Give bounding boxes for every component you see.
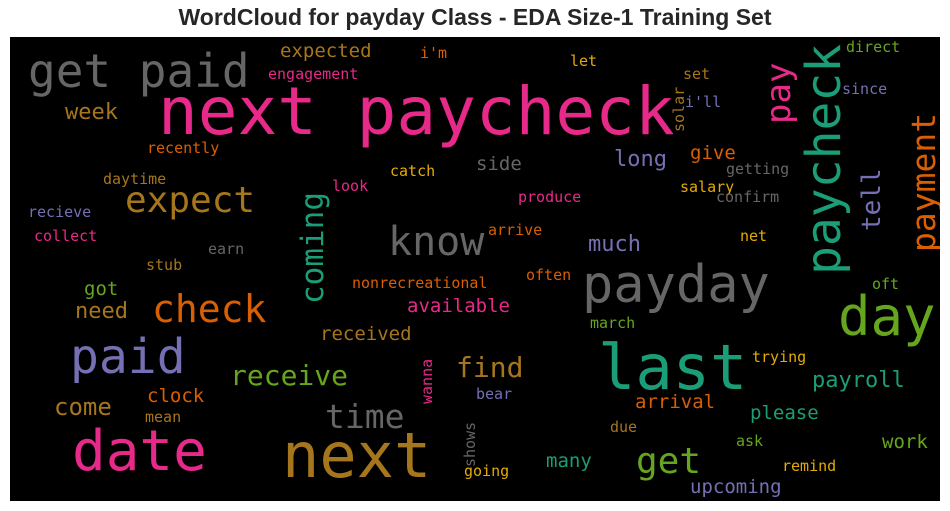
cloud-word: expected	[280, 40, 372, 62]
cloud-word: i'm	[420, 44, 447, 62]
cloud-word: solar	[670, 87, 688, 132]
cloud-word: daytime	[103, 170, 166, 188]
cloud-word: salary	[680, 178, 734, 196]
cloud-word: engagement	[268, 65, 358, 83]
cloud-word: recieve	[28, 203, 91, 221]
cloud-word: collect	[34, 227, 97, 245]
cloud-word: come	[54, 393, 112, 421]
cloud-word: payday	[582, 255, 770, 315]
cloud-word: pay	[759, 63, 799, 124]
cloud-word: check	[152, 287, 267, 331]
cloud-word: net	[740, 227, 767, 245]
cloud-word: much	[588, 232, 641, 257]
chart-title: WordCloud for payday Class - EDA Size-1 …	[178, 4, 772, 30]
cloud-word: long	[614, 147, 667, 172]
cloud-word: need	[75, 299, 128, 324]
cloud-word: payroll	[812, 368, 905, 393]
cloud-word: next paycheck	[158, 73, 675, 150]
cloud-word: please	[750, 402, 819, 424]
cloud-word: arrive	[488, 221, 542, 239]
cloud-word: ask	[736, 432, 763, 450]
cloud-word: know	[388, 219, 485, 265]
cloud-word: get paid	[28, 44, 250, 98]
cloud-word: received	[320, 323, 412, 345]
cloud-word: let	[570, 52, 597, 70]
cloud-word: shows	[461, 422, 479, 467]
cloud-word: date	[72, 419, 207, 484]
cloud-word: receive	[230, 359, 348, 392]
cloud-word: many	[546, 450, 592, 472]
cloud-word: recently	[147, 139, 219, 157]
cloud-word: march	[590, 314, 635, 332]
cloud-word: getting	[726, 160, 789, 178]
cloud-word: find	[456, 351, 523, 384]
cloud-word: stub	[146, 256, 182, 274]
cloud-word: time	[325, 397, 404, 436]
cloud-word: often	[526, 266, 571, 284]
cloud-word: produce	[518, 188, 581, 206]
cloud-word: tell	[857, 168, 887, 231]
cloud-word: payment	[904, 113, 940, 252]
cloud-word: trying	[752, 348, 806, 366]
cloud-word: going	[464, 462, 509, 480]
cloud-word: nonrecreational	[352, 274, 487, 292]
cloud-word: coming	[295, 192, 331, 304]
cloud-background	[10, 37, 940, 501]
cloud-word: confirm	[716, 188, 779, 206]
cloud-word: upcoming	[690, 476, 782, 498]
cloud-word: remind	[782, 457, 836, 475]
cloud-word: next	[282, 419, 431, 492]
cloud-word: earn	[208, 240, 244, 258]
cloud-word: look	[332, 177, 368, 195]
cloud-word: oft	[872, 275, 899, 293]
cloud-word: direct	[846, 38, 900, 56]
cloud-word: set	[683, 65, 710, 83]
cloud-word: catch	[390, 162, 435, 180]
cloud-word: available	[407, 295, 510, 317]
cloud-word: wanna	[418, 359, 436, 404]
cloud-word: mean	[145, 408, 181, 426]
cloud-word: bear	[476, 385, 512, 403]
cloud-word: i'll	[685, 93, 721, 111]
cloud-word: paycheck	[796, 44, 852, 275]
cloud-word: week	[65, 100, 118, 125]
cloud-word: give	[690, 142, 736, 164]
cloud-word: clock	[147, 385, 205, 407]
cloud-word: last	[598, 331, 747, 404]
cloud-word: since	[842, 80, 887, 98]
cloud-word: get	[636, 441, 701, 482]
cloud-word: paid	[70, 329, 186, 385]
cloud-word: arrival	[635, 391, 715, 413]
cloud-word: due	[610, 418, 637, 436]
cloud-word: day	[838, 285, 936, 348]
cloud-word: got	[84, 278, 118, 300]
cloud-word: expect	[125, 180, 255, 221]
cloud-word: side	[476, 153, 522, 175]
cloud-word: work	[882, 431, 928, 453]
